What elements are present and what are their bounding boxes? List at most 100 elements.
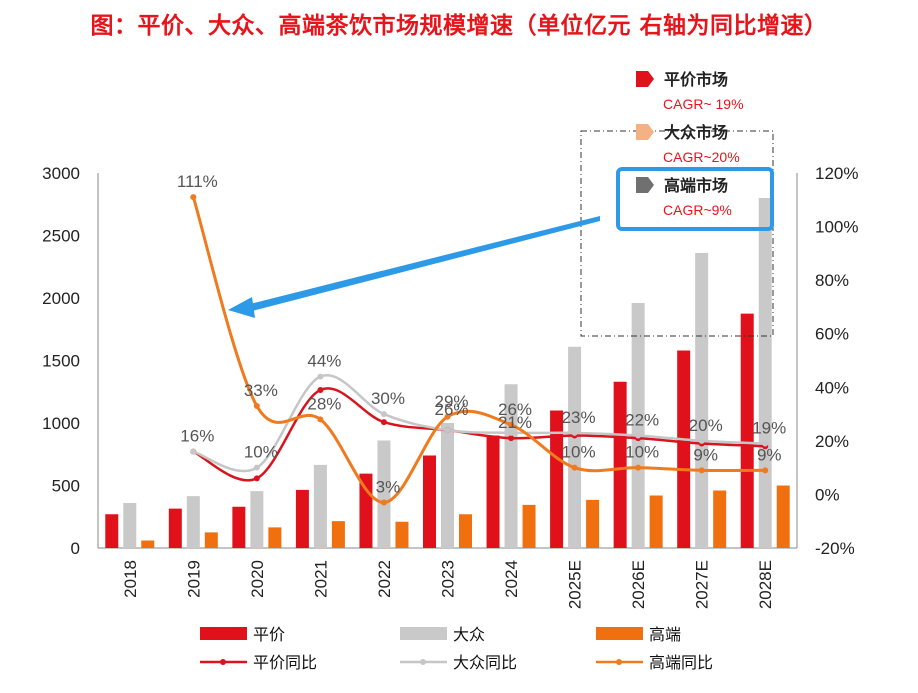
bar-平价: [105, 514, 119, 548]
legend-swatch: [200, 627, 247, 640]
bar-大众: [568, 346, 582, 548]
point-大众同比: [444, 427, 451, 434]
arrow-shaft: [250, 216, 600, 311]
point-label: 10%: [244, 443, 278, 462]
left-tick-label: 0: [71, 539, 80, 558]
point-大众同比: [253, 464, 260, 471]
bar-高端: [776, 485, 790, 548]
point-label: 21%: [498, 413, 532, 432]
point-label: 29%: [434, 392, 468, 411]
bar-大众: [186, 496, 200, 548]
x-tick-label: 2027E: [693, 560, 712, 609]
left-tick-label: 1500: [42, 352, 80, 371]
point-平价同比: [253, 475, 260, 482]
point-label: 9%: [693, 445, 718, 464]
point-平价同比: [317, 386, 324, 393]
bar-平价: [168, 508, 182, 548]
bar-高端: [331, 521, 345, 548]
point-大众同比: [571, 429, 578, 436]
bar-高端: [204, 532, 218, 548]
bar-平价: [740, 313, 754, 548]
point-label: 22%: [625, 411, 659, 430]
legend-dot: [220, 659, 226, 665]
bar-大众: [250, 491, 264, 548]
point-高端同比: [253, 403, 260, 410]
annotation-marker: [636, 177, 654, 193]
right-tick-label: 60%: [815, 325, 849, 344]
highlight-box: [616, 167, 774, 231]
bar-高端: [141, 540, 155, 548]
annotation-name: 平价市场: [664, 70, 728, 89]
x-tick-label: 2020: [248, 560, 267, 598]
legend-dot: [616, 659, 622, 665]
annotation-name: 高端市场: [664, 176, 728, 195]
bar-平价: [295, 489, 309, 548]
point-高端同比: [762, 467, 769, 474]
right-tick-label: 20%: [815, 432, 849, 451]
point-label: 10%: [625, 443, 659, 462]
point-高端同比: [571, 464, 578, 471]
right-tick-label: 80%: [815, 271, 849, 290]
bar-平价: [613, 381, 627, 548]
point-高端同比: [508, 421, 515, 428]
point-label: 26%: [434, 400, 468, 419]
bar-高端: [713, 490, 727, 548]
x-tick-label: 2019: [184, 560, 203, 598]
point-label: 9%: [757, 445, 782, 464]
right-tick-label: 0%: [815, 485, 840, 504]
bar-大众: [758, 198, 772, 548]
point-label: 44%: [307, 352, 341, 371]
x-tick-label: 2024: [502, 560, 521, 598]
point-大众同比: [635, 432, 642, 439]
x-tick-label: 2028E: [756, 560, 775, 609]
line-大众同比: [192, 373, 766, 473]
right-tick-label: 120%: [815, 164, 858, 183]
chart-title: 图：平价、大众、高端茶饮市场规模增速（单位亿元 右轴为同比增速）: [90, 13, 828, 39]
legend-label: 平价同比: [253, 653, 317, 672]
bar-大众: [377, 440, 391, 548]
point-label: 28%: [307, 394, 341, 413]
point-大众同比: [698, 437, 705, 444]
right-tick-label: 40%: [815, 378, 849, 397]
point-高端同比: [190, 194, 197, 201]
bar-高端: [522, 504, 536, 548]
left-tick-label: 2000: [42, 289, 80, 308]
point-大众同比: [762, 440, 769, 447]
point-label: 30%: [371, 389, 405, 408]
bar-大众: [695, 253, 709, 548]
bar-大众: [313, 464, 327, 548]
point-高端同比: [698, 467, 705, 474]
line-高端同比: [191, 196, 766, 504]
right-tick-label: 100%: [815, 218, 858, 237]
point-label: 23%: [562, 408, 596, 427]
x-tick-label: 2023: [439, 560, 458, 598]
point-高端同比: [380, 499, 387, 506]
point-大众同比: [190, 448, 197, 455]
bar-平价: [232, 506, 246, 548]
point-label: 3%: [376, 477, 401, 496]
annotation-marker: [636, 124, 654, 140]
legend-label: 高端: [649, 625, 681, 644]
annotation-cagr: CAGR~ 19%: [663, 96, 744, 112]
left-tick-label: 1000: [42, 414, 80, 433]
right-tick-label: -20%: [815, 539, 855, 558]
point-label: 33%: [244, 381, 278, 400]
bar-高端: [395, 521, 409, 548]
bar-高端: [586, 499, 600, 548]
annotation-name: 大众市场: [664, 123, 728, 142]
legend-dot: [420, 659, 426, 665]
point-label: 20%: [689, 416, 723, 435]
point-label: 111%: [177, 172, 218, 191]
left-tick-label: 2500: [42, 227, 80, 246]
forecast-box: [580, 130, 774, 337]
point-label: 10%: [562, 443, 596, 462]
annotation-cagr: CAGR~9%: [663, 202, 732, 218]
point-label: 16%: [180, 427, 214, 446]
point-label: 26%: [498, 400, 532, 419]
legend-label: 高端同比: [649, 653, 713, 672]
point-大众同比: [317, 373, 324, 380]
x-tick-label: 2018: [121, 560, 140, 598]
legend-label: 大众同比: [453, 653, 517, 672]
left-tick-label: 3000: [42, 164, 80, 183]
